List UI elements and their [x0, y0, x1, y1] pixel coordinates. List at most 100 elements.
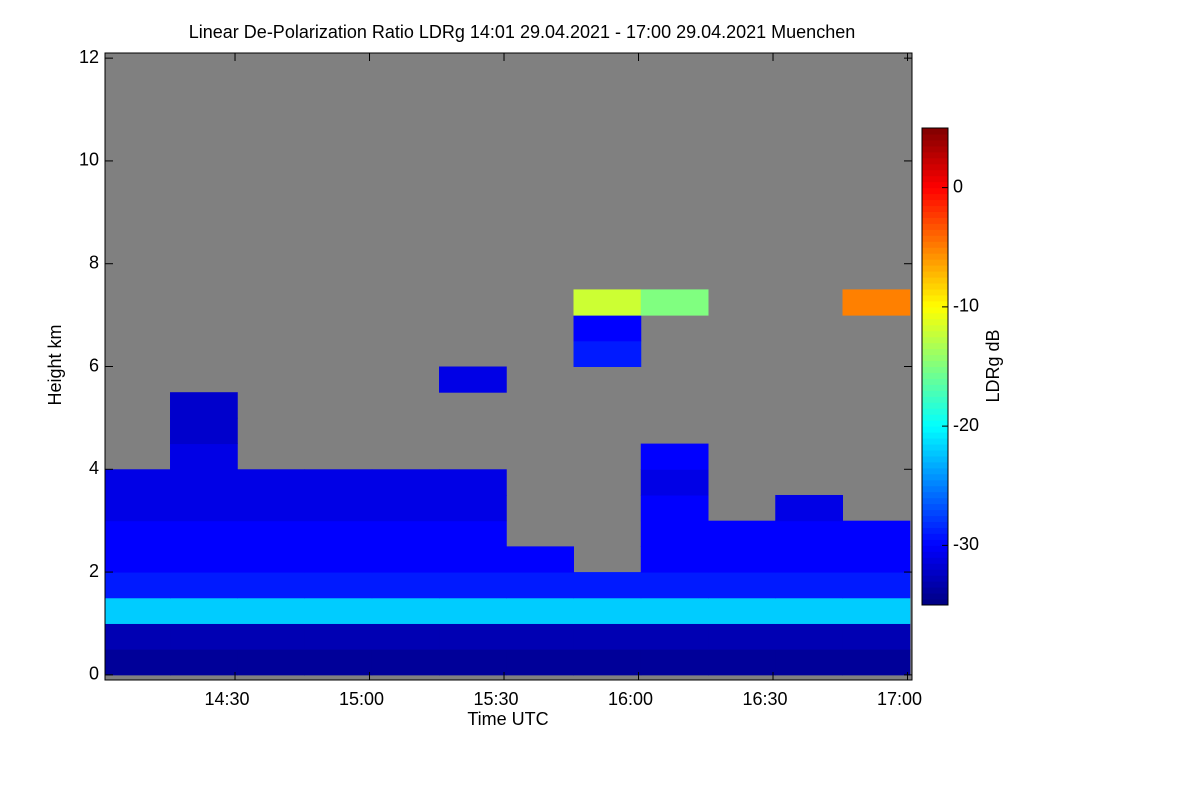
heat-cell: [640, 572, 709, 599]
colorbar-segment: [922, 306, 948, 314]
heat-cell: [506, 572, 575, 599]
colorbar-segment: [922, 169, 948, 177]
colorbar-segment: [922, 318, 948, 326]
colorbar-segment: [922, 151, 948, 159]
colorbar-segment: [922, 348, 948, 356]
x-tick-label: 14:30: [204, 689, 249, 709]
heat-cell: [640, 520, 709, 547]
colorbar-segment: [922, 193, 948, 201]
colorbar-segment: [922, 461, 948, 469]
colorbar-segment: [922, 199, 948, 207]
heat-cell: [371, 494, 440, 522]
heat-cell: [439, 520, 507, 547]
colorbar-segment: [922, 426, 948, 433]
heat-cell: [708, 597, 776, 624]
colorbar-segment: [922, 420, 948, 427]
x-axis-label: Time UTC: [467, 709, 548, 729]
colorbar-segment: [922, 539, 948, 546]
colorbar-segment: [922, 163, 948, 171]
heat-cell: [304, 649, 373, 676]
y-tick-label: 0: [89, 664, 99, 684]
heat-cell: [439, 366, 507, 393]
colorbar-segment: [922, 581, 948, 588]
heat-cell: [640, 546, 709, 573]
colorbar-segment: [922, 378, 948, 385]
heat-cell: [506, 597, 575, 624]
heat-cell: [439, 469, 507, 496]
heat-cell: [842, 289, 911, 316]
colorbar-segment: [922, 336, 948, 344]
heat-cell: [371, 520, 440, 547]
heat-cell: [237, 494, 306, 522]
colorbar-segment: [922, 449, 948, 457]
colorbar-segment: [922, 175, 948, 183]
heat-cell: [708, 520, 776, 547]
heat-cell: [170, 597, 238, 624]
heat-cell: [708, 649, 776, 676]
heat-cell: [640, 623, 709, 650]
x-tick-label: 16:00: [608, 689, 653, 709]
colorbar-tick-label: 0: [953, 176, 963, 196]
heat-cell: [304, 469, 373, 496]
colorbar-frame: [921, 127, 949, 606]
colorbar-segment: [922, 467, 948, 475]
colorbar-segment: [922, 139, 948, 147]
colorbar-segment: [922, 384, 948, 391]
heat-cell: [170, 546, 238, 573]
colorbar-segment: [922, 277, 948, 284]
heat-cell: [237, 597, 306, 624]
colorbar-segment: [922, 438, 948, 445]
colorbar-segment: [922, 181, 948, 189]
colorbar-segment: [922, 271, 948, 278]
heat-cell: [775, 546, 844, 573]
heat-cell: [573, 597, 642, 624]
heat-cell: [371, 649, 440, 676]
heat-cell: [640, 649, 709, 676]
heat-cell: [640, 469, 709, 496]
heat-cell: [170, 443, 238, 470]
heat-cell: [775, 597, 844, 624]
colorbar-segment: [922, 485, 948, 493]
colorbar-segment: [922, 515, 948, 523]
heat-cell: [304, 597, 373, 624]
heat-cell: [842, 597, 911, 624]
colorbar-segment: [922, 497, 948, 505]
colorbar-segment: [922, 599, 948, 606]
colorbar-segment: [922, 288, 948, 296]
heat-cell: [105, 572, 171, 599]
colorbar-tick-label: -10: [953, 296, 979, 316]
colorbar-segment: [922, 432, 948, 439]
heat-cell: [237, 469, 306, 496]
heat-cell: [640, 289, 709, 316]
heat-cell: [371, 469, 440, 496]
heat-cell: [439, 546, 507, 573]
colorbar-segment: [922, 223, 948, 230]
colorbar-segment: [922, 414, 948, 421]
colorbar-segment: [922, 294, 948, 302]
colorbar-segment: [922, 324, 948, 332]
y-tick-label: 4: [89, 458, 99, 478]
heat-cell: [304, 520, 373, 547]
heat-cell: [170, 494, 238, 522]
heat-cell: [708, 623, 776, 650]
heat-cell: [842, 546, 911, 573]
colorbar-segment: [922, 366, 948, 373]
heat-cell: [105, 649, 171, 676]
heat-cell: [573, 572, 642, 599]
heat-cell: [371, 623, 440, 650]
colorbar-segment: [922, 300, 948, 308]
heat-cell: [708, 572, 776, 599]
colorbar-segment: [922, 545, 948, 552]
heat-cell: [304, 572, 373, 599]
colorbar-tick-label: -20: [953, 415, 979, 435]
colorbar-label: LDRg dB: [983, 329, 1003, 402]
chart-title: Linear De-Polarization Ratio LDRg 14:01 …: [189, 22, 855, 42]
heat-cell: [304, 494, 373, 522]
heat-cell: [105, 623, 171, 650]
colorbar-segment: [922, 360, 948, 367]
colorbar-segment: [922, 557, 948, 564]
colorbar-segment: [922, 396, 948, 403]
colorbar-segment: [922, 533, 948, 540]
heat-cell: [439, 623, 507, 650]
colorbar-segment: [922, 527, 948, 534]
